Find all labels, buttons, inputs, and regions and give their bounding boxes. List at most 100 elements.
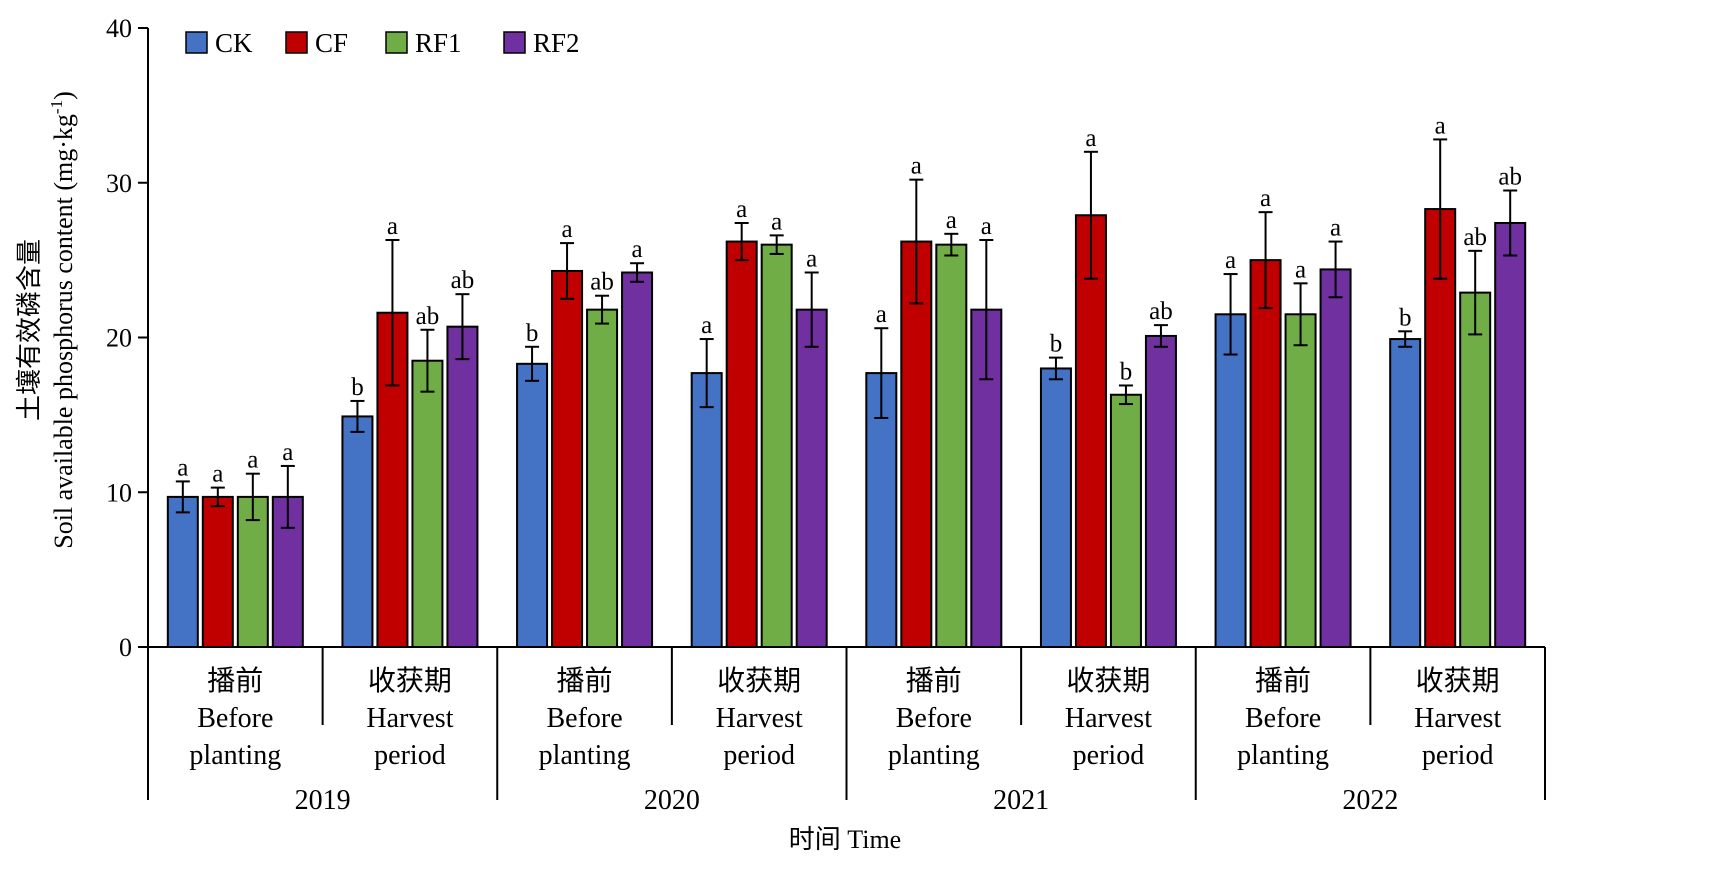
significance-label: a bbox=[1435, 112, 1446, 139]
significance-label: b bbox=[1399, 304, 1412, 331]
bar-CK bbox=[1389, 338, 1422, 648]
category-label-en1: Harvest bbox=[716, 703, 803, 734]
significance-label: a bbox=[876, 301, 887, 328]
legend-label-RF1: RF1 bbox=[415, 28, 462, 58]
bar-RF1 bbox=[935, 243, 968, 648]
category-label-cn: 播前 bbox=[557, 665, 613, 697]
axes: 0 10 20 30 40 播前 Before planting 收获期 Harvest perio… bbox=[106, 14, 1546, 816]
bar-CF bbox=[201, 495, 234, 648]
y-axis-label-close: ) bbox=[49, 91, 78, 100]
bar-RF2 bbox=[1144, 334, 1177, 648]
bar-RF2 bbox=[621, 271, 654, 648]
category-label-en1: Before bbox=[546, 703, 622, 734]
bar-CK bbox=[1214, 313, 1247, 648]
bar-CK bbox=[516, 362, 549, 648]
significance-label: a bbox=[1295, 256, 1306, 283]
bar-CK bbox=[341, 415, 374, 648]
y-axis-label-main: Soil available phosphorus content (mg·kg bbox=[49, 114, 78, 549]
significance-label: a bbox=[1085, 125, 1096, 152]
significance-label: ab bbox=[451, 267, 475, 294]
significance-label: ab bbox=[1498, 163, 1522, 190]
significance-label: a bbox=[282, 439, 293, 466]
category-label-en2: period bbox=[1073, 740, 1145, 771]
bar-RF1 bbox=[236, 495, 269, 648]
category-label-en1: Harvest bbox=[1065, 703, 1152, 734]
y-tick-label: 20 bbox=[106, 324, 132, 353]
legend-swatch-RF2 bbox=[503, 31, 526, 54]
category-label-cn: 收获期 bbox=[1416, 665, 1500, 697]
category-label-cn: 播前 bbox=[906, 665, 962, 697]
bar-RF2 bbox=[1494, 221, 1527, 649]
year-label: 2021 bbox=[993, 785, 1049, 816]
significance-label: a bbox=[736, 196, 747, 223]
legend-label-CK: CK bbox=[215, 28, 253, 58]
bar-CF bbox=[725, 240, 758, 648]
bar-CF bbox=[1249, 259, 1282, 648]
significance-label: a bbox=[1260, 185, 1271, 212]
bar-RF1 bbox=[1459, 291, 1492, 648]
bar-CF bbox=[900, 240, 933, 648]
bar-CK bbox=[690, 372, 723, 648]
significance-label: a bbox=[771, 208, 782, 235]
x-axis-label: 时间 Time bbox=[789, 825, 901, 854]
legend-label-RF2: RF2 bbox=[533, 28, 580, 58]
category-label-en1: Before bbox=[197, 703, 273, 734]
bar-CF bbox=[1074, 214, 1107, 648]
year-label: 2019 bbox=[295, 785, 351, 816]
category-label-en1: Before bbox=[1245, 703, 1321, 734]
significance-label: a bbox=[632, 236, 643, 263]
bar-RF1 bbox=[411, 359, 444, 648]
category-label-cn: 收获期 bbox=[717, 665, 801, 697]
bar-RF1 bbox=[586, 308, 619, 648]
significance-label: b bbox=[351, 374, 364, 401]
bar-RF2 bbox=[1319, 268, 1352, 648]
category-label-en1: Harvest bbox=[1414, 703, 1501, 734]
category-label-en1: Before bbox=[896, 703, 972, 734]
y-axis-label-cn: 土壤有效磷含量 bbox=[15, 239, 44, 421]
legend: CK CF RF1 RF2 bbox=[185, 28, 580, 58]
category-label-en2: period bbox=[723, 740, 795, 771]
category-label-cn: 播前 bbox=[1255, 665, 1311, 697]
significance-label: a bbox=[1330, 215, 1341, 242]
year-label: 2020 bbox=[644, 785, 700, 816]
significance-label: ab bbox=[590, 269, 614, 296]
legend-swatch-RF1 bbox=[385, 31, 408, 54]
significance-label: a bbox=[212, 461, 223, 488]
significance-label: b bbox=[1050, 331, 1063, 358]
significance-label: a bbox=[946, 207, 957, 234]
bar-CF bbox=[551, 269, 584, 648]
category-label-en1: Harvest bbox=[366, 703, 453, 734]
bar-RF1 bbox=[1109, 393, 1142, 648]
category-label-en2: period bbox=[1422, 740, 1494, 771]
significance-label: a bbox=[981, 213, 992, 240]
legend-swatch-CF bbox=[285, 31, 308, 54]
bar-RF2 bbox=[795, 308, 828, 648]
y-tick-label: 30 bbox=[106, 169, 132, 198]
category-label-en2: planting bbox=[539, 740, 631, 771]
significance-label: a bbox=[806, 246, 817, 273]
category-label-cn: 播前 bbox=[207, 665, 263, 697]
category-label-cn: 收获期 bbox=[368, 665, 452, 697]
significance-label: a bbox=[1225, 247, 1236, 274]
significance-label: b bbox=[526, 320, 539, 347]
y-tick-label: 0 bbox=[119, 633, 132, 662]
category-label-en2: planting bbox=[888, 740, 980, 771]
category-label-en2: planting bbox=[1237, 740, 1329, 771]
significance-label: b bbox=[1120, 358, 1133, 385]
year-label: 2022 bbox=[1342, 785, 1398, 816]
significance-label: a bbox=[177, 454, 188, 481]
legend-swatch-CK bbox=[185, 31, 208, 54]
bar-CK bbox=[166, 495, 199, 648]
labels: 土壤有效磷含量 Soil available phosphorus conten… bbox=[15, 91, 901, 854]
significance-label: ab bbox=[1149, 298, 1173, 325]
significance-label: a bbox=[247, 447, 258, 474]
y-tick-label: 40 bbox=[106, 14, 132, 43]
bar-RF1 bbox=[760, 243, 793, 648]
bar-RF2 bbox=[446, 325, 479, 648]
significance-label: a bbox=[562, 216, 573, 243]
significance-label: ab bbox=[416, 303, 440, 330]
significance-label: a bbox=[387, 213, 398, 240]
